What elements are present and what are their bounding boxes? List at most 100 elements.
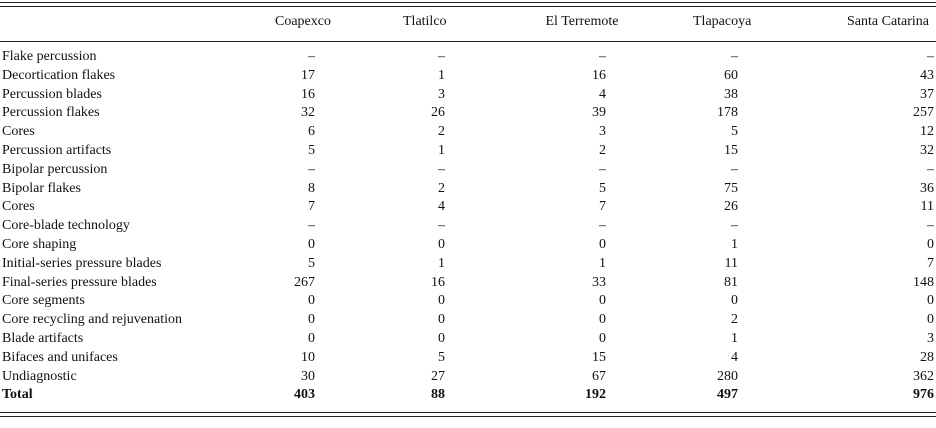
table-cell: 26 (431, 105, 445, 121)
table-cell: 0 (599, 237, 606, 252)
table-cell: 32 (301, 105, 315, 121)
table-cell: 192 (585, 387, 606, 403)
table-cell: 1 (731, 237, 738, 252)
table-cell: 17 (301, 67, 315, 83)
table-cell: 5 (438, 349, 445, 365)
row-label: Blade artifacts (2, 331, 84, 346)
table-cell: 26 (724, 199, 738, 215)
row-label: Bifaces and unifaces (2, 349, 118, 365)
table-cell: 2 (438, 124, 445, 140)
row-label: Initial-series pressure blades (2, 255, 162, 271)
table-cell: 267 (294, 274, 315, 290)
table-cell: 0 (438, 312, 445, 328)
table-cell: – (731, 49, 738, 64)
row-label: Core recycling and rejuvenation (2, 312, 182, 328)
table-cell: 0 (308, 237, 315, 252)
column-header: Coapexco (275, 14, 331, 29)
table-cell: 33 (592, 274, 606, 290)
table-cell: 43 (920, 67, 934, 83)
table-cell: 280 (717, 368, 738, 384)
row-label: Core segments (2, 293, 85, 309)
table-cell: 16 (592, 67, 606, 83)
table-cell: 0 (927, 293, 934, 309)
row-label: Percussion flakes (2, 105, 100, 121)
table-cell: – (308, 49, 315, 64)
table-cell: 28 (920, 349, 934, 365)
table-cell: 27 (431, 368, 445, 384)
table-cell: 0 (599, 312, 606, 328)
table-cell: 16 (431, 274, 445, 290)
table-cell: 0 (308, 312, 315, 328)
table-cell: 5 (731, 124, 738, 140)
table-cell: 257 (913, 105, 934, 121)
table-cell: 1 (599, 255, 606, 271)
table-cell: 0 (438, 237, 445, 252)
column-header: Santa Catarina (847, 14, 930, 29)
table-cell: 0 (927, 237, 934, 252)
table-cell: 0 (599, 293, 606, 309)
column-header: El Terremote (545, 14, 619, 29)
table-cell: 976 (913, 387, 934, 403)
table-cell: – (599, 161, 606, 177)
table-cell: – (438, 49, 445, 64)
row-label: Cores (2, 124, 35, 140)
table-cell: 497 (717, 387, 738, 403)
table-cell: 5 (599, 180, 606, 196)
table-cell: – (927, 218, 934, 234)
row-label: Bipolar percussion (2, 161, 108, 177)
table-cell: 362 (913, 368, 934, 384)
table-cell: 0 (308, 331, 315, 346)
table-cell: 148 (913, 274, 934, 290)
row-label: Undiagnostic (2, 368, 77, 384)
table-cell: 0 (599, 331, 606, 346)
table-cell: 4 (731, 349, 738, 365)
table-cell: – (308, 161, 315, 177)
table-cell: 11 (920, 199, 934, 215)
column-header: Tlatilco (403, 14, 447, 29)
table-cell: 15 (592, 349, 606, 365)
table-cell: – (599, 49, 606, 64)
table-cell: 16 (301, 86, 315, 102)
table-cell: 32 (920, 143, 934, 158)
table-cell: 75 (724, 180, 738, 196)
table-cell: 81 (724, 274, 738, 290)
table-cell: 8 (308, 180, 315, 196)
row-label: Decortication flakes (2, 67, 116, 83)
table-cell: 7 (308, 199, 315, 215)
table-cell: 6 (308, 124, 315, 140)
row-label: Percussion blades (2, 86, 102, 102)
table-cell: 5 (308, 255, 315, 271)
table-cell: 15 (724, 143, 738, 158)
table-cell: – (731, 218, 738, 234)
table-cell: 38 (724, 86, 738, 102)
bottom-rule (0, 416, 936, 417)
row-label: Percussion artifacts (2, 143, 112, 158)
table-cell: – (438, 218, 445, 234)
table-cell: – (927, 49, 934, 64)
table-cell: 403 (294, 387, 315, 403)
table-cell: 3 (599, 124, 606, 140)
table-cell: 0 (927, 312, 934, 328)
table-cell: 67 (592, 368, 606, 384)
table-cell: 1 (438, 255, 445, 271)
table-cell: 12 (920, 124, 934, 140)
table-cell: 36 (920, 180, 934, 196)
table-cell: 0 (308, 293, 315, 309)
table-cell: – (731, 161, 738, 177)
table-cell: 3 (438, 86, 445, 102)
table-cell: 60 (724, 67, 738, 83)
table-cell: 5 (308, 143, 315, 158)
top-rule (0, 2, 936, 3)
row-label: Flake percussion (2, 49, 97, 64)
table-cell: 10 (301, 349, 315, 365)
table-cell: 2 (438, 180, 445, 196)
row-label: Core shaping (2, 237, 77, 252)
header-rule (0, 41, 936, 42)
table-cell: – (927, 161, 934, 177)
table-cell: 0 (438, 331, 445, 346)
table-cell: 4 (438, 199, 445, 215)
row-label: Bipolar flakes (2, 180, 81, 196)
table-cell: – (438, 161, 445, 177)
table-cell: 1 (731, 331, 738, 346)
